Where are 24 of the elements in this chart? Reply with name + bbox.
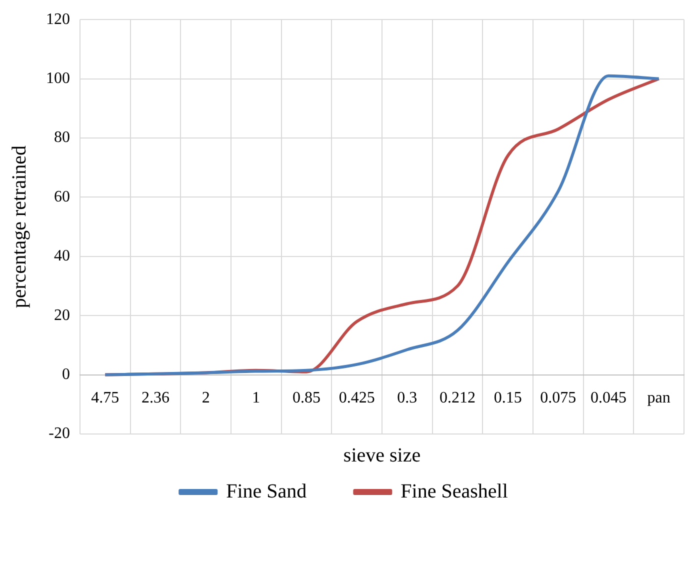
y-tick-label: 20 [54, 306, 70, 324]
legend-label: Fine Seashell [400, 480, 508, 502]
y-tick-label: -20 [48, 425, 70, 442]
x-tick-label: 0.045 [590, 390, 626, 407]
x-axis-title: sieve size [343, 444, 421, 466]
x-tick-label: pan [647, 390, 670, 407]
y-tick-label: 40 [54, 248, 70, 265]
x-tick-label: 1 [252, 390, 260, 407]
x-tick-label: 4.75 [91, 390, 120, 407]
y-tick-label: 60 [54, 188, 70, 206]
y-tick-label: 80 [54, 129, 70, 146]
y-axis-title: percentage retrained [8, 145, 30, 308]
y-tick-label: 120 [46, 10, 70, 28]
x-tick-label: 0.212 [440, 390, 476, 407]
y-tick-label: 100 [46, 70, 70, 88]
x-tick-label: 0.425 [338, 390, 375, 407]
x-tick-label: 2.36 [142, 390, 170, 407]
x-tick-label: 2 [202, 390, 210, 407]
legend-label: Fine Sand [226, 480, 307, 502]
y-tick-label: 0 [62, 366, 70, 384]
x-tick-label: 0.15 [494, 390, 522, 407]
x-tick-label: 0.85 [292, 390, 320, 407]
x-tick-label: 0.3 [397, 390, 418, 407]
x-tick-label: 0.075 [540, 390, 576, 407]
